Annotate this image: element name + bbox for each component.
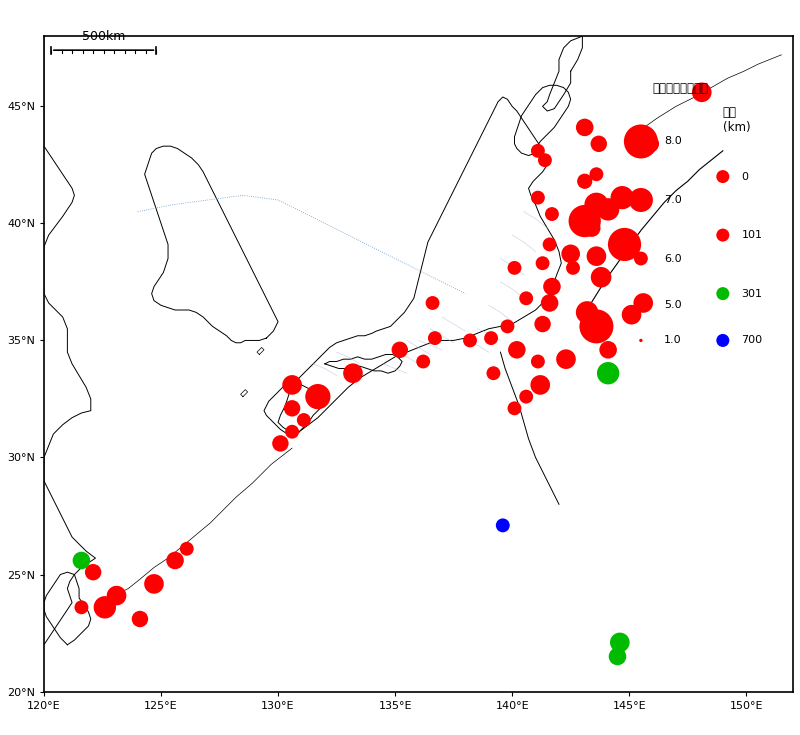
Point [614, 637, 626, 648]
Point [592, 138, 605, 150]
Point [644, 138, 657, 150]
Point [180, 543, 193, 555]
Point [590, 251, 603, 262]
Point [394, 344, 406, 356]
Point [508, 262, 521, 273]
Point [508, 403, 521, 415]
Point [602, 368, 614, 379]
Point [169, 555, 182, 567]
Point [602, 204, 614, 215]
Point [520, 293, 533, 304]
Point [485, 332, 498, 344]
Text: マグニチュード゚: マグニチュード゚ [653, 82, 709, 95]
Point [417, 356, 430, 368]
Text: 500km: 500km [82, 30, 126, 43]
Text: 301: 301 [742, 289, 762, 298]
Point [286, 403, 298, 415]
Point [75, 601, 88, 613]
Text: 0: 0 [742, 171, 749, 182]
Point [543, 297, 556, 309]
Point [429, 332, 442, 344]
Point [578, 215, 591, 227]
Text: 700: 700 [742, 335, 762, 345]
Point [531, 192, 544, 204]
Point [634, 299, 647, 311]
Point [75, 555, 88, 567]
Text: 5.0: 5.0 [664, 301, 682, 310]
Point [590, 198, 603, 210]
Text: 深さ
(km): 深さ (km) [723, 107, 750, 135]
Point [501, 320, 514, 332]
Point [717, 287, 730, 299]
Point [578, 121, 591, 133]
Text: 6.0: 6.0 [664, 254, 682, 264]
Point [286, 379, 298, 391]
Point [298, 414, 310, 426]
Point [717, 171, 730, 182]
Point [602, 344, 614, 356]
Point [496, 520, 509, 531]
Point [274, 437, 287, 449]
Point [536, 257, 549, 269]
Point [346, 368, 359, 379]
Point [543, 239, 556, 251]
Point [546, 208, 558, 220]
Point [147, 578, 160, 589]
Point [634, 135, 647, 147]
Point [311, 391, 324, 403]
Point [559, 354, 572, 365]
Point [286, 426, 298, 437]
Point [534, 379, 546, 391]
Point [717, 229, 730, 241]
Point [510, 344, 523, 356]
Point [464, 334, 477, 346]
Point [717, 334, 730, 346]
Point [634, 253, 647, 265]
Point [134, 613, 146, 625]
Point [578, 176, 591, 187]
Point [616, 192, 629, 204]
Point [98, 601, 111, 613]
Text: 1.0: 1.0 [664, 335, 682, 345]
Text: 8.0: 8.0 [664, 137, 682, 146]
Point [520, 391, 533, 403]
Point [611, 650, 624, 662]
Point [581, 306, 594, 318]
Text: 101: 101 [742, 230, 762, 240]
Point [637, 297, 650, 309]
Point [110, 589, 123, 601]
Point [625, 309, 638, 320]
Point [546, 281, 558, 293]
Point [86, 566, 99, 578]
Point [590, 320, 603, 332]
Point [634, 334, 647, 346]
Point [531, 145, 544, 157]
Point [586, 222, 598, 234]
Point [564, 248, 577, 259]
Point [695, 87, 708, 98]
Text: 7.0: 7.0 [664, 195, 682, 205]
Point [531, 356, 544, 368]
Point [594, 271, 607, 283]
Point [566, 262, 579, 273]
Point [634, 194, 647, 206]
Point [426, 297, 439, 309]
Point [590, 168, 603, 180]
Point [538, 154, 551, 166]
Point [536, 318, 549, 330]
Point [618, 239, 631, 251]
Point [487, 368, 500, 379]
